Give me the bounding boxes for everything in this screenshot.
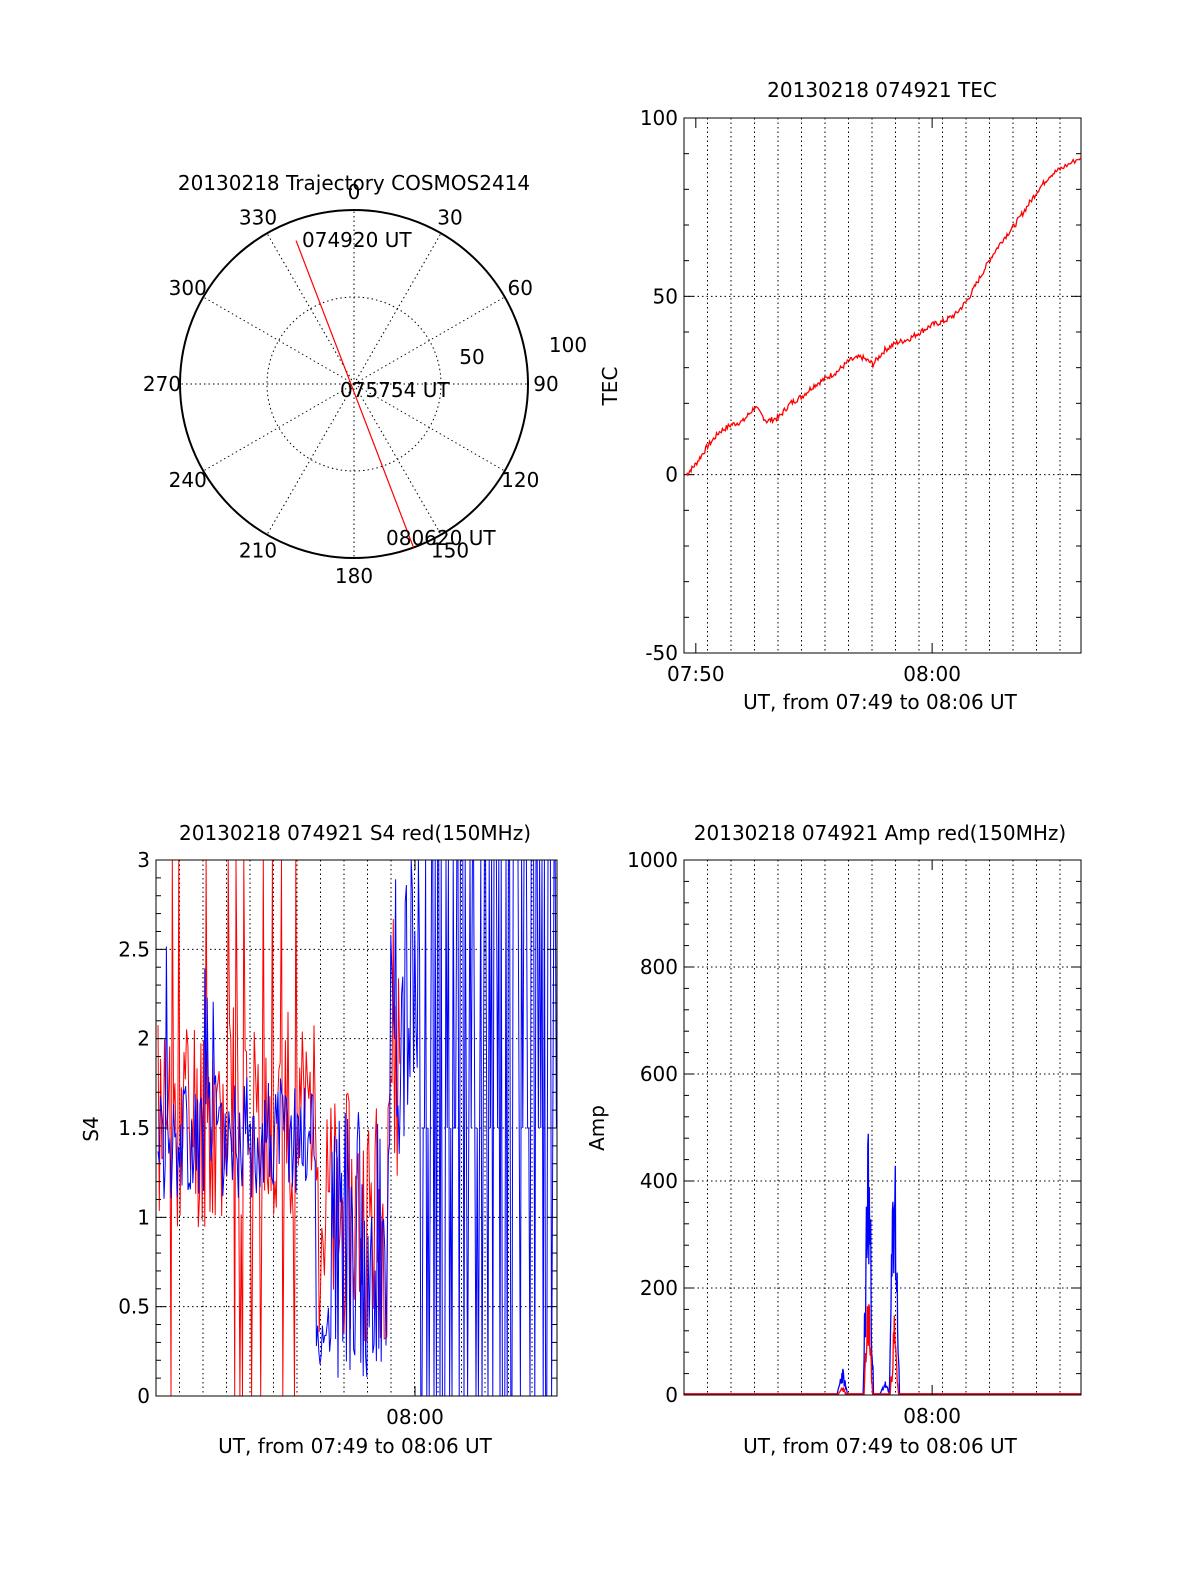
polar-spoke: [203, 296, 355, 385]
polar-angle-label: 90: [533, 372, 558, 396]
amp-title: 20130218 074921 Amp red(150MHz): [694, 821, 1066, 845]
polar-angle-label: 30: [437, 206, 462, 230]
s4-blue-series: [157, 859, 557, 1397]
y-tick-label: 50: [653, 284, 678, 308]
y-tick-label: 0: [137, 1384, 150, 1408]
polar-trajectory-line: [295, 240, 415, 548]
s4-ylabel: S4: [79, 1116, 103, 1141]
tec-plot-frame: [683, 117, 1082, 654]
polar-start-label: 074920 UT: [302, 228, 412, 252]
x-tick-label: 08:00: [903, 662, 961, 686]
amp-ylabel: Amp: [585, 1105, 609, 1151]
y-tick-label: 2: [137, 1027, 150, 1051]
polar-title: 20130218 Trajectory COSMOS2414: [178, 171, 530, 195]
tec-title: 20130218 074921 TEC: [767, 78, 997, 102]
polar-angle-label: 180: [335, 564, 373, 588]
y-tick-label: 400: [640, 1169, 678, 1193]
polar-radius-label-50: 50: [459, 345, 484, 369]
amp-y-ticks: 1000 800 600 400 200 0: [627, 848, 1081, 1407]
tec-series-line: [685, 156, 1082, 477]
polar-angle-label: 120: [501, 468, 539, 492]
tec-ylabel: TEC: [598, 367, 622, 407]
polar-angle-label: 240: [169, 468, 207, 492]
tec-x-ticks: 07:50 08:00: [667, 118, 961, 686]
tec-y-ticks: 100 50 0 -50: [640, 106, 1081, 665]
amp-grid: [684, 860, 1081, 1395]
y-tick-label: 0: [665, 1383, 678, 1407]
y-tick-label: 3: [137, 848, 150, 872]
y-tick-label: 2.5: [118, 937, 150, 961]
polar-angle-label: 270: [143, 372, 181, 396]
polar-angle-labels: 0 30 60 90 120 150 180 210 240 270 300 330: [143, 180, 559, 588]
s4-red-series: [157, 859, 401, 1397]
polar-spoke: [266, 383, 355, 535]
polar-angle-label: 60: [508, 276, 533, 300]
x-tick-label: 08:00: [386, 1405, 444, 1429]
y-tick-label: -50: [645, 641, 678, 665]
polar-outer-ring: [179, 209, 529, 559]
polar-angle-label: 210: [239, 538, 277, 562]
polar-angle-label: 0: [348, 180, 361, 204]
y-tick-label: 0: [665, 463, 678, 487]
polar-inner-ring: [266, 296, 442, 472]
amp-panel: 20130218 074921 Amp red(150MHz) 1000 800 6…: [585, 821, 1082, 1458]
amp-red-series-line: [684, 1304, 1081, 1395]
amp-x-ticks: 08:00: [903, 860, 961, 1428]
polar-angle-label: 150: [431, 538, 469, 562]
s4-panel: 20130218 074921 S4 red(150MHz) 3 2.5 2 1.5 1…: [79, 821, 558, 1458]
polar-panel: 20130218 Trajectory COSMOS2414 0 30 60 90 12…: [143, 171, 587, 588]
s4-red-series-line: [157, 859, 401, 1397]
s4-y-ticks: 3 2.5 2 1.5 1 0.5 0: [118, 848, 557, 1408]
polar-angle-label: 300: [169, 276, 207, 300]
tec-panel: 20130218 074921 TEC 100 50 0 -50 07:50 08:00…: [598, 78, 1082, 714]
polar-angle-label: 330: [239, 206, 277, 230]
s4-x-ticks: 08:00: [386, 860, 444, 1429]
y-tick-label: 1: [137, 1205, 150, 1229]
tec-xlabel: UT, from 07:49 to 08:06 UT: [743, 690, 1018, 714]
amp-plot-frame: [683, 859, 1082, 1396]
amp-xlabel: UT, from 07:49 to 08:06 UT: [743, 1434, 1018, 1458]
polar-spoke: [203, 383, 355, 472]
y-tick-label: 100: [640, 106, 678, 130]
polar-spoke: [266, 233, 355, 385]
s4-title: 20130218 074921 S4 red(150MHz): [179, 821, 531, 845]
y-tick-label: 1.5: [118, 1116, 150, 1140]
x-tick-label: 07:50: [667, 662, 725, 686]
s4-blue-series-line: [157, 859, 557, 1397]
polar-mid-label: 075754 UT: [340, 378, 450, 402]
x-tick-label: 08:00: [903, 1404, 961, 1428]
amp-blue-series-line: [684, 1133, 1081, 1395]
y-tick-label: 800: [640, 955, 678, 979]
s4-xlabel: UT, from 07:49 to 08:06 UT: [218, 1434, 493, 1458]
tec-grid: [684, 118, 1081, 653]
polar-end-label: 080620 UT: [386, 526, 496, 550]
y-tick-label: 600: [640, 1062, 678, 1086]
y-tick-label: 0.5: [118, 1295, 150, 1319]
y-tick-label: 200: [640, 1276, 678, 1300]
y-tick-label: 1000: [627, 848, 678, 872]
polar-radius-label-100: 100: [549, 333, 587, 357]
